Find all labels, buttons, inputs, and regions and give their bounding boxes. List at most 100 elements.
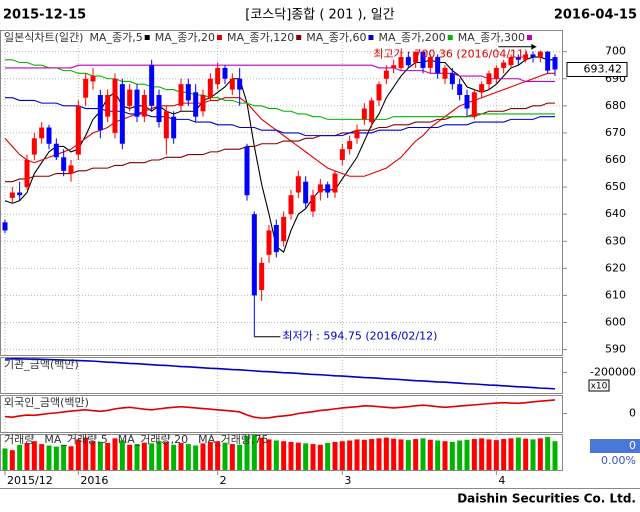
candle-body xyxy=(17,192,23,196)
volume-bar xyxy=(75,439,81,470)
volume-bar xyxy=(354,439,360,470)
volume-bar xyxy=(193,445,199,470)
candle-body xyxy=(420,51,426,68)
volume-bar xyxy=(405,440,411,470)
volume-bar xyxy=(347,440,353,470)
ma-line xyxy=(4,72,555,177)
candle-body xyxy=(112,78,118,133)
candle-body xyxy=(486,73,492,85)
candle-body xyxy=(200,95,206,112)
institution-panel xyxy=(0,357,563,394)
volume-bar xyxy=(486,439,492,470)
volume-bar xyxy=(435,440,441,470)
volume-bar xyxy=(185,444,191,470)
unit-box xyxy=(588,379,610,392)
price-panel xyxy=(0,30,563,356)
candle-body xyxy=(552,57,558,70)
candle-body xyxy=(9,192,15,198)
candle-body xyxy=(171,116,177,139)
volume-bar xyxy=(141,442,147,470)
volume-bar xyxy=(317,444,323,470)
volume-bar xyxy=(68,446,74,470)
candle-body xyxy=(391,65,397,68)
volume-bar xyxy=(9,450,15,470)
legend-label: 거래량 xyxy=(4,433,34,446)
volume-bar xyxy=(273,440,279,470)
volume-bar xyxy=(398,439,404,470)
volume-bar xyxy=(376,438,382,470)
volume-bar xyxy=(266,439,272,470)
candle-body xyxy=(376,84,382,101)
candle-body xyxy=(273,225,279,253)
chart-title: [코스닥]종합 ( 201 ), 일간 xyxy=(245,8,395,23)
candle-body xyxy=(46,127,52,144)
volume-bar xyxy=(523,438,529,470)
legend-label: MA_거래량,20 xyxy=(118,433,188,446)
legend-swatch xyxy=(216,35,222,40)
ma-line xyxy=(4,56,555,253)
candle-body xyxy=(545,51,551,71)
volume-bar xyxy=(83,437,89,470)
candle-body xyxy=(515,57,521,60)
legend-swatch xyxy=(526,35,532,40)
candle-body xyxy=(141,95,147,117)
candle-body xyxy=(163,111,169,139)
volume-bar xyxy=(339,441,345,470)
candle-body xyxy=(149,65,155,106)
volume-bar xyxy=(237,444,243,470)
y-tick-label: 680 xyxy=(605,99,626,112)
end-date: 2016-04-15 xyxy=(554,8,637,23)
volume-bar xyxy=(493,440,499,470)
legend-label: MA_종가,120 xyxy=(227,31,294,44)
volume-bar xyxy=(288,441,294,470)
volume-bar xyxy=(457,440,463,470)
legend-swatch xyxy=(296,35,302,40)
candle-body xyxy=(339,149,345,160)
candle-body xyxy=(281,216,287,242)
legend-label: MA_거래량,75 xyxy=(198,433,268,446)
candle-body xyxy=(449,73,455,85)
legend-swatch xyxy=(368,35,374,40)
volume-bar xyxy=(545,436,551,470)
candle-body xyxy=(229,78,235,90)
legend-title: 일본식차트(일간) xyxy=(4,30,83,44)
legend-swatch xyxy=(144,35,150,40)
candle-body xyxy=(442,67,448,79)
volume-bar xyxy=(127,444,133,470)
volume-bar xyxy=(24,443,30,470)
start-date: 2015-12-15 xyxy=(3,8,86,23)
candle-body xyxy=(75,105,81,155)
low-annotation: 최저가 : 594.75 (2016/02/12) xyxy=(282,330,437,343)
legend-label: MA_종가,20 xyxy=(155,31,215,44)
volume-bar xyxy=(2,448,8,470)
legend-label: MA_거래량,5 xyxy=(44,433,107,446)
volume-bar xyxy=(207,441,213,470)
candle-body xyxy=(90,76,96,82)
volume-bar xyxy=(251,434,257,470)
volume-bar xyxy=(413,439,419,470)
candle-body xyxy=(185,84,191,101)
high-annotation: 최고가 : 700.36 (2016/04/11) xyxy=(373,48,528,61)
value-box xyxy=(590,439,640,453)
volume-bar xyxy=(244,435,250,470)
y-tick-label: 660 xyxy=(605,153,626,166)
y-tick-label: 630 xyxy=(605,234,626,247)
volume-bar xyxy=(61,444,67,470)
candle-body xyxy=(156,95,162,123)
candle-body xyxy=(457,84,463,95)
legend-label: MA_종가,60 xyxy=(306,31,366,44)
candle-body xyxy=(464,95,470,109)
volume-bar xyxy=(200,443,206,470)
candle-body xyxy=(288,195,294,215)
volume-bar xyxy=(464,439,470,470)
volume-bar xyxy=(31,441,37,470)
candle-body xyxy=(266,230,272,255)
candle-body xyxy=(39,127,45,139)
candle-body xyxy=(193,92,199,117)
volume-bar xyxy=(332,441,338,470)
volume-bar xyxy=(97,441,103,470)
volume-bar xyxy=(501,439,507,470)
candle-body xyxy=(295,176,301,193)
